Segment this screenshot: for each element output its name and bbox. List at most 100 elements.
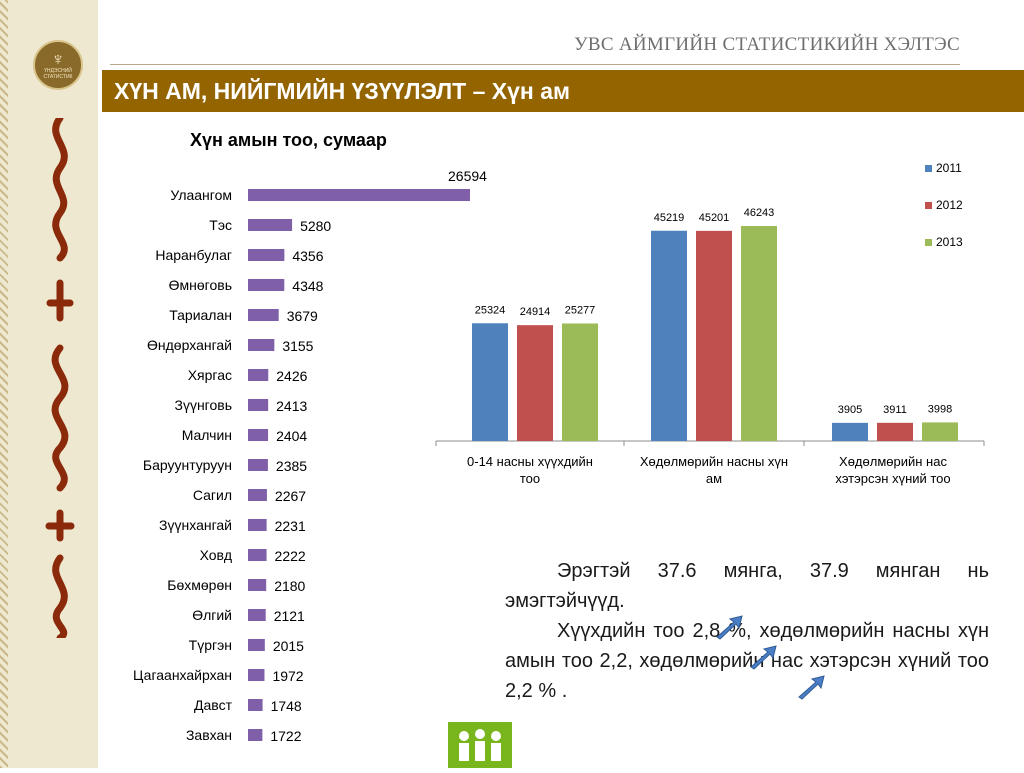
bar	[248, 429, 269, 441]
bar-value-label: 2180	[274, 578, 305, 594]
legend-label: 2013	[936, 235, 963, 249]
legend-swatch	[925, 202, 932, 209]
column-bar	[651, 230, 687, 441]
emblem-glyph: ♆	[51, 49, 65, 69]
column-bar	[562, 323, 598, 441]
legend-label: 2012	[936, 198, 963, 212]
bar-category-label: Наранбулаг	[155, 247, 232, 263]
bar	[248, 489, 267, 501]
bar-value-label: 2385	[276, 458, 307, 474]
bar-category-label: Бөхмөрөн	[167, 577, 232, 593]
bar-category-label: Өндөрхангай	[147, 337, 232, 353]
bar-category-label: Завхан	[186, 727, 232, 743]
bar	[248, 369, 269, 381]
column-category-label: Хөдөлмөрийн насны хүн ам	[640, 454, 788, 486]
bar-category-label: Улаангом	[170, 187, 232, 203]
bar-value-label: 4348	[292, 278, 323, 294]
sidebar-pattern	[0, 0, 8, 768]
column-bar	[832, 422, 868, 441]
bar-value-label: 1748	[271, 698, 302, 714]
bar	[248, 339, 275, 351]
bar-value-label: 26594	[448, 168, 487, 184]
column-value-label: 3911	[883, 404, 907, 416]
bar-category-label: Тэс	[209, 217, 232, 233]
bar	[248, 579, 267, 591]
bar-chart-title: Хүн амын тоо, сумаар	[190, 130, 387, 150]
column-category-label: 0-14 насны хүүхдийн тоо	[467, 454, 593, 486]
bar-value-label: 2231	[275, 518, 306, 534]
column-value-label: 3905	[838, 404, 862, 416]
legend-swatch	[925, 239, 932, 246]
bar-value-label: 2015	[273, 638, 304, 654]
mongolian-emblem-icon: ♆ ҮНДЭСНИЙ СТАТИСТИК	[33, 40, 83, 90]
note-line-2: Хүүхдийн тоо 2,8 %, хөдөлмөрийн насны хү…	[505, 620, 989, 702]
bar-value-label: 2426	[276, 368, 307, 384]
column-value-label: 45219	[654, 212, 685, 224]
column-bar	[877, 422, 913, 441]
bar-category-label: Цагаанхайрхан	[133, 667, 232, 683]
bar-category-label: Түргэн	[189, 637, 232, 653]
up-arrow-icon	[750, 645, 777, 670]
bar	[248, 189, 470, 201]
bar-category-label: Зүүнхангай	[159, 517, 232, 533]
org-title: УВС АЙМГИЙН СТАТИСТИКИЙН ХЭЛТЭС	[574, 34, 960, 55]
bar-value-label: 1722	[270, 728, 301, 744]
bar-category-label: Ховд	[200, 547, 232, 563]
bar	[248, 639, 265, 651]
bar-category-label: Хяргас	[188, 367, 232, 383]
bar	[248, 729, 263, 741]
column-bar	[922, 422, 958, 441]
bar-value-label: 2413	[276, 398, 307, 414]
column-bar	[472, 323, 508, 441]
bar-value-label: 3155	[282, 338, 313, 354]
legend-label: 2011	[936, 161, 962, 175]
bar	[248, 279, 285, 291]
bar-category-label: Баруунтуруун	[143, 457, 232, 473]
emblem-text: ҮНДЭСНИЙ СТАТИСТИК	[43, 68, 73, 80]
up-arrow-icon	[716, 615, 743, 640]
title-banner: ХҮН АМ, НИЙГМИЙН ҮЗҮҮЛЭЛТ – Хүн ам	[102, 70, 1024, 112]
bar-value-label: 2222	[275, 548, 306, 564]
bar-value-label: 2267	[275, 488, 306, 504]
bar	[248, 399, 269, 411]
bar	[248, 669, 265, 681]
bar-value-label: 1972	[272, 668, 303, 684]
bar	[248, 459, 268, 471]
bar-category-label: Тариалан	[169, 307, 232, 323]
bar	[248, 219, 293, 231]
header-divider	[110, 64, 960, 65]
column-bar	[517, 325, 553, 441]
mongolian-script-icon	[45, 118, 75, 638]
bar	[248, 519, 267, 531]
note-line-1: Эрэгтэй 37.6 мянга, 37.9 мянган нь эмэгт…	[505, 560, 989, 612]
summary-note: Эрэгтэй 37.6 мянга, 37.9 мянган нь эмэгт…	[505, 556, 989, 706]
bar-category-label: Зүүнговь	[174, 397, 232, 413]
bar-value-label: 2404	[276, 428, 307, 444]
bar-value-label: 2121	[274, 608, 305, 624]
bar-value-label: 3679	[287, 308, 318, 324]
column-value-label: 45201	[699, 212, 730, 224]
bar	[248, 609, 266, 621]
column-value-label: 25324	[475, 304, 506, 316]
column-value-label: 46243	[744, 207, 775, 219]
column-value-label: 25277	[565, 304, 596, 316]
bar	[248, 309, 279, 321]
bar-value-label: 5280	[300, 218, 331, 234]
bar	[248, 249, 285, 261]
people-logo-icon	[448, 722, 512, 768]
column-value-label: 3998	[928, 403, 952, 415]
up-arrow-icon	[798, 675, 825, 700]
bar-category-label: Малчин	[182, 427, 232, 443]
column-value-label: 24914	[520, 306, 551, 318]
page-title: ХҮН АМ, НИЙГМИЙН ҮЗҮҮЛЭЛТ – Хүн ам	[114, 78, 571, 104]
sidebar: ♆ ҮНДЭСНИЙ СТАТИСТИК	[0, 0, 98, 768]
bar	[248, 549, 267, 561]
bar	[248, 699, 263, 711]
legend-swatch	[925, 165, 932, 172]
column-bar	[741, 226, 777, 441]
bar-value-label: 4356	[292, 248, 323, 264]
column-bar	[696, 230, 732, 441]
bar-category-label: Сагил	[193, 487, 232, 503]
